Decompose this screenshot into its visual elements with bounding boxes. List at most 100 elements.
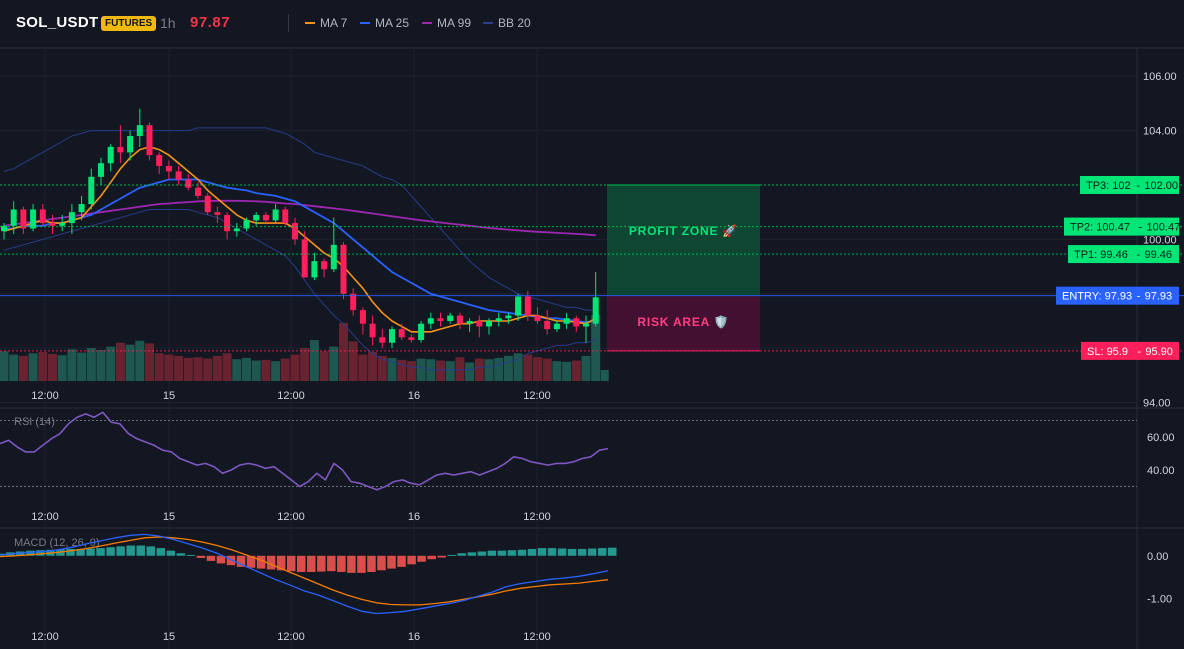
macd-histogram-bar — [246, 555, 256, 568]
futures-badge: FUTURES — [101, 16, 157, 31]
volume-bar — [77, 352, 87, 381]
price-axis-label: 104.00 — [1143, 126, 1177, 138]
volume-bar — [290, 354, 300, 381]
ma7-swatch-icon — [305, 21, 315, 24]
macd-axis-label: 0.00 — [1147, 551, 1168, 563]
candle-body — [340, 244, 347, 294]
volume-bar — [387, 357, 397, 381]
volume-bar — [57, 355, 67, 381]
macd-histogram-bar — [76, 548, 85, 556]
candle-body — [185, 179, 192, 188]
legend-ma25[interactable]: MA 25 — [360, 16, 409, 30]
candle-body — [156, 155, 163, 166]
legend-ma7[interactable]: MA 7 — [305, 16, 347, 30]
macd-histogram-bar — [517, 549, 527, 556]
macd-histogram-bar — [387, 555, 396, 569]
price-axis-label: 106.00 — [1143, 71, 1177, 83]
macd-histogram-bar — [86, 548, 95, 556]
candle-body — [330, 244, 337, 270]
bb-upper-line — [3, 127, 596, 311]
candle-body — [30, 209, 37, 229]
candle-body — [165, 165, 172, 172]
last-price: 97.87 — [190, 14, 231, 31]
macd-histogram-bar — [447, 554, 456, 556]
candle-body — [359, 310, 366, 324]
price-axis-label: 94.00 — [1143, 398, 1171, 410]
volume-bar — [183, 357, 193, 381]
volume-bar — [494, 357, 504, 381]
volume-bar — [474, 358, 484, 381]
time-axis-label: 12:00 — [523, 390, 551, 402]
time-axis-label: 16 — [408, 631, 420, 643]
candle-body — [379, 337, 386, 343]
volume-bar — [135, 340, 145, 381]
candle-body — [544, 320, 551, 330]
macd-histogram-bar — [577, 548, 587, 556]
candle-body — [253, 214, 260, 221]
macd-histogram-bar — [286, 555, 296, 572]
macd-histogram-bar — [327, 555, 336, 572]
macd-histogram-bar — [457, 553, 467, 556]
macd-histogram-bar — [116, 546, 125, 556]
candle-body — [272, 209, 279, 221]
tp1-tag — [1068, 245, 1179, 264]
macd-histogram-bar — [236, 555, 246, 567]
tp2-axis-text: 100.47 — [1147, 222, 1181, 234]
macd-histogram-bar — [276, 555, 286, 571]
timeframe-label[interactable]: 1h — [160, 15, 176, 31]
tp1-separator: - — [1137, 249, 1141, 261]
macd-histogram-bar — [467, 552, 477, 556]
volume-bar — [203, 358, 213, 381]
volume-bar — [455, 357, 465, 381]
tp1-tag-text: TP1: 99.46 — [1074, 249, 1128, 261]
header-divider — [288, 14, 289, 32]
candle-body — [553, 323, 560, 330]
candle-body — [59, 223, 66, 226]
macd-histogram-bar — [367, 555, 376, 573]
time-axis-label: 15 — [163, 631, 175, 643]
macd-histogram-bar — [186, 554, 196, 556]
volume-bar — [329, 346, 339, 381]
candle-body — [573, 318, 580, 327]
candle-body — [398, 329, 405, 338]
legend-bb20[interactable]: BB 20 — [483, 16, 531, 30]
volume-bar — [67, 349, 77, 381]
volume-bar — [18, 355, 28, 381]
candle-body — [301, 239, 308, 278]
volume-bar — [86, 348, 96, 381]
macd-histogram-bar — [66, 548, 75, 556]
symbol-name[interactable]: SOL_USDT — [16, 14, 99, 31]
volume-bar — [503, 355, 513, 381]
candle-body — [204, 195, 211, 213]
profit-zone-label: PROFIT ZONE 🚀 — [629, 224, 738, 238]
entry-axis-text: 97.93 — [1145, 291, 1173, 303]
legend-ma99-label: MA 99 — [437, 16, 472, 30]
candle-body — [68, 212, 75, 224]
legend-ma99[interactable]: MA 99 — [422, 16, 471, 30]
entry-tag — [1056, 286, 1179, 305]
volume-bar — [174, 355, 184, 381]
candle-body — [233, 228, 240, 232]
rsi-axis-label: 60.00 — [1147, 432, 1175, 444]
sl-separator: - — [1137, 346, 1141, 358]
candle-body — [447, 315, 454, 321]
volume-bar — [319, 351, 329, 381]
legend-bb20-label: BB 20 — [498, 16, 531, 30]
tp1-axis-text: 99.46 — [1145, 249, 1173, 261]
macd-histogram-bar — [96, 548, 105, 556]
time-axis-label: 12:00 — [31, 390, 59, 402]
candle-body — [243, 220, 250, 229]
candle-body — [10, 209, 17, 226]
volume-bar — [251, 360, 261, 381]
candle-body — [262, 214, 269, 221]
volume-bar — [96, 349, 106, 381]
macd-histogram-bar — [377, 555, 386, 571]
time-axis-label: 12:00 — [277, 390, 305, 402]
macd-histogram-bar — [497, 550, 507, 556]
time-axis-label: 16 — [408, 511, 420, 523]
volume-bar — [416, 358, 426, 381]
macd-histogram-bar — [296, 555, 306, 573]
volume-bar — [484, 359, 494, 381]
macd-histogram-bar — [156, 548, 166, 556]
